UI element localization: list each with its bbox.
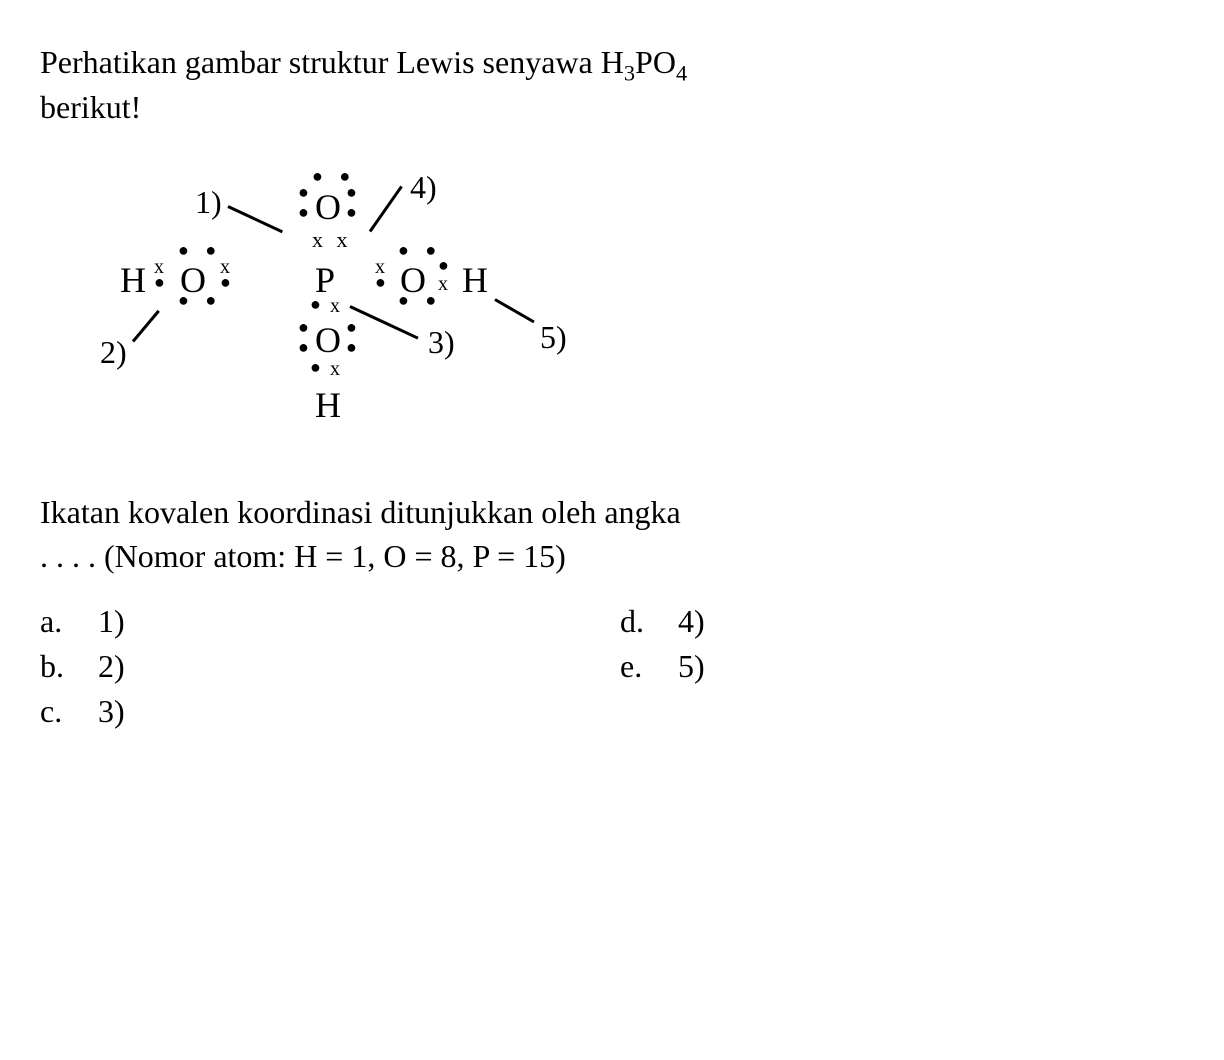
label-1: 1) [195, 180, 222, 225]
atom-H-left: H [120, 255, 146, 305]
lewis-structure: ● ● O ● ● ● ● 1) 4) x x H x ● ● ● O ● ● … [100, 170, 620, 450]
dot-OB-HB-left: ● [310, 355, 321, 380]
opt-d-val: 4) [678, 603, 705, 639]
label-5: 5) [540, 315, 567, 360]
subscript-4: 4 [676, 60, 687, 85]
question-line1a: Perhatikan gambar struktur Lewis senyawa… [40, 44, 624, 80]
opt-b-val: 2) [98, 648, 125, 684]
line-4 [369, 185, 403, 232]
xx-top: x x [312, 225, 352, 256]
atom-H-right: H [462, 255, 488, 305]
opt-e-val: 5) [678, 648, 705, 684]
question-tail: Ikatan kovalen koordinasi ditunjukkan ol… [40, 490, 1184, 580]
dots-OB-rb: ● [346, 335, 357, 360]
x-OR-HR-bot: x [438, 270, 448, 298]
label-2: 2) [100, 330, 127, 375]
dot-P-OR-bot: ● [375, 270, 386, 295]
atom-H-bottom: H [315, 380, 341, 430]
dots-top-left-b: ● [298, 200, 309, 225]
label-4: 4) [410, 165, 437, 210]
dots-top-right-b: ● [346, 200, 357, 225]
opt-c-val: 3) [98, 693, 125, 729]
opt-a-key: a. [40, 599, 90, 644]
question-po: PO [635, 44, 676, 80]
options: a. 1) d. 4) b. 2) e. 5) c. 3) [40, 599, 1184, 733]
question-line2: berikut! [40, 89, 141, 125]
dot-HL-O-bot: ● [154, 270, 165, 295]
dot-P-OB-left: ● [310, 292, 321, 317]
dots-OL-bot: ● ● [178, 288, 222, 313]
line-5 [494, 298, 534, 323]
tail-line1: Ikatan kovalen koordinasi ditunjukkan ol… [40, 490, 1184, 535]
opt-b-key: b. [40, 644, 90, 689]
line-1 [227, 205, 283, 233]
tail-line2: . . . . (Nomor atom: H = 1, O = 8, P = 1… [40, 534, 1184, 579]
subscript-3: 3 [624, 60, 635, 85]
label-3: 3) [428, 320, 455, 365]
dots-OR-bot: ● ● [398, 288, 442, 313]
dots-OB-lb: ● [298, 335, 309, 360]
x-OB-HB-right: x [330, 355, 340, 383]
line-2 [132, 309, 160, 342]
opt-a-val: 1) [98, 603, 125, 639]
opt-e-key: e. [620, 644, 670, 689]
dot-OL-P-bot: ● [220, 270, 231, 295]
question-text: Perhatikan gambar struktur Lewis senyawa… [40, 40, 1184, 130]
opt-d-key: d. [620, 599, 670, 644]
opt-c-key: c. [40, 689, 90, 734]
